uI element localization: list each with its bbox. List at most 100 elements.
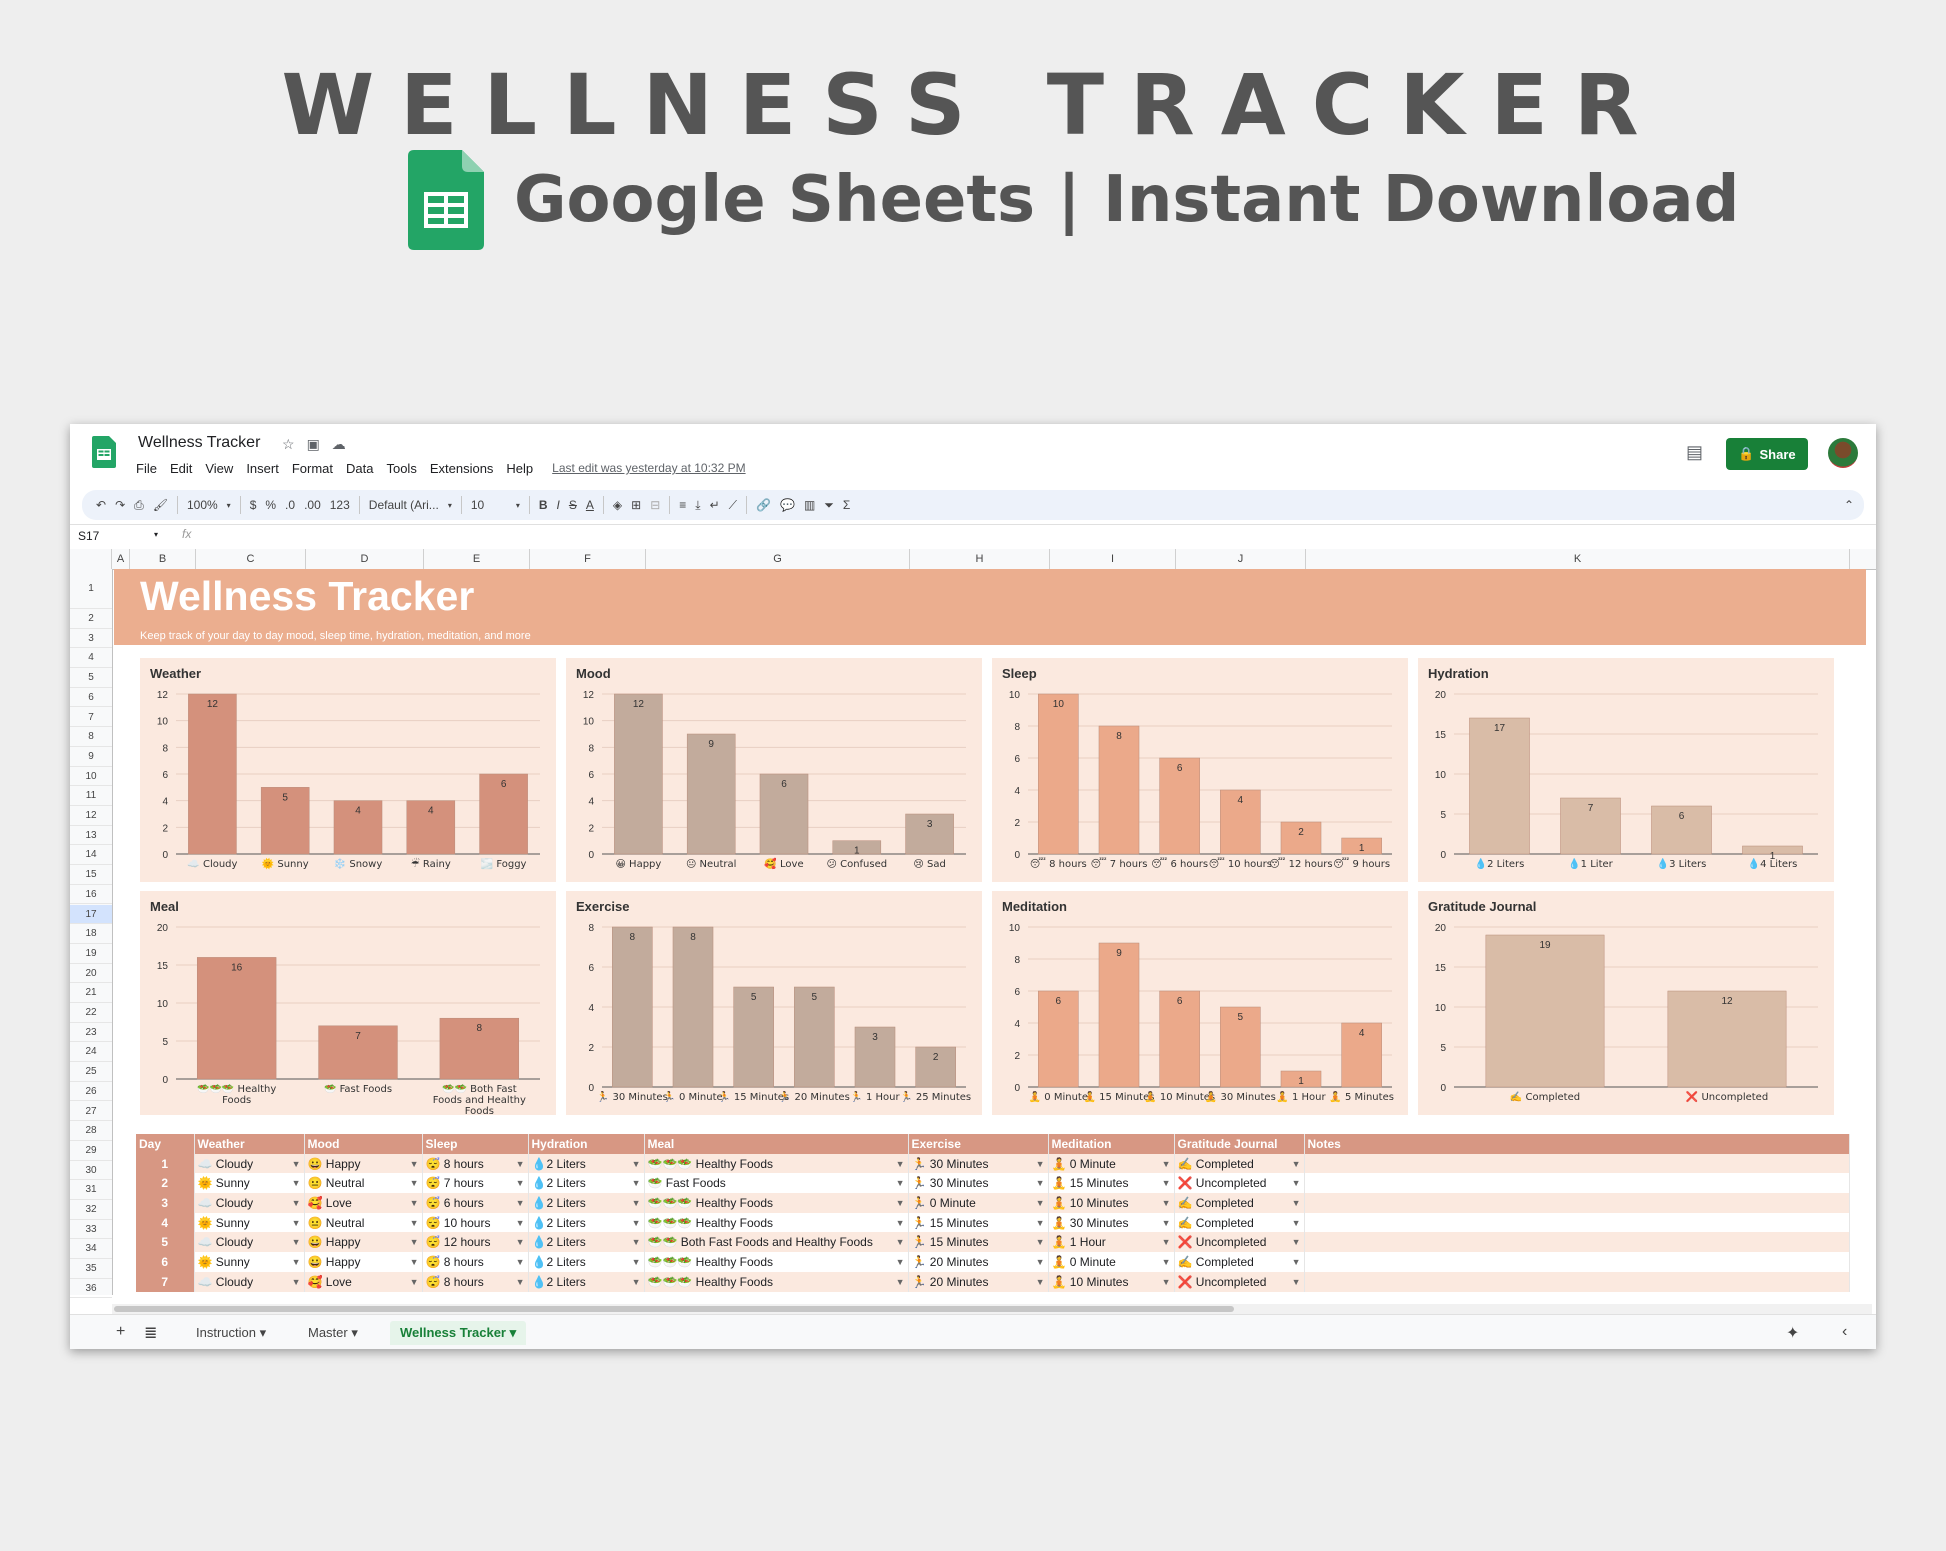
dropdown-cell[interactable]: 💧2 Liters ▼	[528, 1252, 645, 1272]
star-icon[interactable]: ☆	[282, 436, 295, 452]
row-header[interactable]: 17	[70, 904, 112, 925]
row-header[interactable]: 30	[70, 1161, 112, 1181]
dropdown-cell[interactable]: 🌞 Sunny ▼	[194, 1173, 305, 1194]
dropdown-cell[interactable]: 🧘 10 Minutes ▼	[1048, 1193, 1175, 1213]
row-header[interactable]: 22	[70, 1003, 112, 1023]
notes-cell[interactable]	[1304, 1212, 1850, 1233]
text-color-icon[interactable]: A	[585, 498, 594, 512]
chart-weather[interactable]: Weather 0 2 4 6 8 10 12 12 ☁️ Cloudy 5 🌞 Sunny 4 ❄️ S…	[140, 658, 556, 882]
horizontal-align-icon[interactable]: ≡	[679, 498, 687, 512]
dropdown-arrow-icon[interactable]: ▼	[409, 1158, 419, 1169]
row-header[interactable]: 29	[70, 1141, 112, 1161]
dropdown-arrow-icon[interactable]: ▼	[1035, 1158, 1045, 1169]
dropdown-cell[interactable]: 🧘 0 Minute ▼	[1048, 1153, 1175, 1174]
dropdown-cell[interactable]: 💧2 Liters ▼	[528, 1173, 645, 1194]
column-header[interactable]: B	[130, 549, 196, 569]
dropdown-cell[interactable]: 😴 8 hours ▼	[422, 1271, 529, 1292]
dropdown-cell[interactable]: 💧2 Liters ▼	[528, 1193, 645, 1213]
fill-color-icon[interactable]: ◈	[612, 498, 623, 512]
dropdown-cell[interactable]: ❌ Uncompleted ▼	[1174, 1232, 1305, 1253]
dropdown-arrow-icon[interactable]: ▼	[1291, 1256, 1301, 1267]
row-header[interactable]: 12	[70, 806, 112, 826]
italic-icon[interactable]: I	[556, 498, 560, 512]
dropdown-cell[interactable]: 😴 10 hours ▼	[422, 1212, 529, 1233]
menu-file[interactable]: File	[136, 461, 157, 476]
row-header[interactable]: 4	[70, 648, 112, 669]
dropdown-arrow-icon[interactable]: ▼	[515, 1178, 525, 1189]
row-header[interactable]: 35	[70, 1259, 112, 1279]
font-select[interactable]: Default (Ari...	[368, 498, 439, 512]
dropdown-arrow-icon[interactable]: ▼	[515, 1237, 525, 1248]
dropdown-arrow-icon[interactable]: ▼	[895, 1217, 905, 1228]
day-cell[interactable]: 3	[136, 1193, 195, 1213]
notes-cell[interactable]	[1304, 1193, 1850, 1213]
day-cell[interactable]: 6	[136, 1252, 195, 1272]
notes-cell[interactable]	[1304, 1153, 1850, 1174]
row-header[interactable]: 33	[70, 1220, 112, 1240]
row-header[interactable]: 28	[70, 1121, 112, 1141]
row-header[interactable]: 23	[70, 1023, 112, 1043]
row-header[interactable]: 21	[70, 983, 112, 1003]
dropdown-arrow-icon[interactable]: ▼	[1035, 1237, 1045, 1248]
cloud-status-icon[interactable]: ☁	[331, 436, 346, 452]
chart-hydration[interactable]: Hydration 0 5 10 15 20 17 💧2 Liters 7 💧1 Liter 6 💧3…	[1418, 658, 1834, 882]
zoom-select[interactable]: 100%	[186, 498, 218, 512]
chevron-down-icon[interactable]: ▾	[154, 530, 159, 539]
dropdown-cell[interactable]: 😴 7 hours ▼	[422, 1173, 529, 1194]
dropdown-arrow-icon[interactable]: ▼	[1161, 1178, 1171, 1189]
dropdown-cell[interactable]: 💧2 Liters ▼	[528, 1153, 645, 1174]
strikethrough-icon[interactable]: S	[568, 498, 577, 512]
dropdown-arrow-icon[interactable]: ▼	[291, 1217, 301, 1228]
dropdown-arrow-icon[interactable]: ▼	[895, 1256, 905, 1267]
dropdown-arrow-icon[interactable]: ▼	[1291, 1178, 1301, 1189]
row-header[interactable]: 5	[70, 668, 112, 688]
text-wrap-icon[interactable]: ↵	[709, 498, 720, 512]
dropdown-arrow-icon[interactable]: ▼	[291, 1256, 301, 1267]
row-header[interactable]: 32	[70, 1200, 112, 1220]
dropdown-cell[interactable]: 🏃 15 Minutes ▼	[908, 1232, 1049, 1253]
dropdown-arrow-icon[interactable]: ▼	[631, 1178, 641, 1189]
bold-icon[interactable]: B	[538, 498, 548, 512]
name-box[interactable]: S17	[78, 529, 100, 543]
row-header[interactable]: 31	[70, 1180, 112, 1200]
dropdown-arrow-icon[interactable]: ▼	[409, 1237, 419, 1248]
dropdown-arrow-icon[interactable]: ▼	[1161, 1217, 1171, 1228]
dropdown-cell[interactable]: 🏃 20 Minutes ▼	[908, 1271, 1049, 1292]
dropdown-cell[interactable]: ✍️ Completed ▼	[1174, 1252, 1305, 1272]
tab-wellness-tracker[interactable]: Wellness Tracker ▾	[390, 1321, 527, 1345]
row-header[interactable]: 2	[70, 609, 112, 629]
filter-icon[interactable]: ⏷	[824, 497, 834, 512]
row-header[interactable]: 25	[70, 1062, 112, 1082]
dropdown-cell[interactable]: ☁️ Cloudy ▼	[194, 1153, 305, 1174]
notes-cell[interactable]	[1304, 1173, 1850, 1194]
collapse-toolbar-icon[interactable]: ⌃	[1843, 498, 1854, 512]
day-cell[interactable]: 1	[136, 1153, 195, 1174]
menu-tools[interactable]: Tools	[386, 461, 417, 476]
dropdown-arrow-icon[interactable]: ▼	[409, 1217, 419, 1228]
font-size-select[interactable]: 10	[470, 498, 485, 512]
dropdown-cell[interactable]: 😴 8 hours ▼	[422, 1153, 529, 1174]
chart-sleep[interactable]: Sleep 0 2 4 6 8 10 10 😴 8 hours 8 😴 7 hours 6 😴 6 ho…	[992, 658, 1408, 882]
dropdown-arrow-icon[interactable]: ▼	[291, 1158, 301, 1169]
select-all-corner[interactable]	[70, 549, 112, 569]
dropdown-cell[interactable]: ☁️ Cloudy ▼	[194, 1271, 305, 1292]
last-edit-link[interactable]: Last edit was yesterday at 10:32 PM	[552, 461, 746, 475]
dropdown-arrow-icon[interactable]: ▼	[631, 1256, 641, 1267]
avatar[interactable]	[1828, 438, 1858, 468]
dropdown-cell[interactable]: 🏃 20 Minutes ▼	[908, 1252, 1049, 1272]
chevron-down-icon[interactable]: ▾	[226, 500, 231, 510]
comment-icon[interactable]: ▤	[1686, 442, 1704, 462]
column-header[interactable]: J	[1176, 549, 1306, 569]
menu-data[interactable]: Data	[346, 461, 374, 476]
day-cell[interactable]: 5	[136, 1232, 195, 1253]
dropdown-arrow-icon[interactable]: ▼	[631, 1237, 641, 1248]
dropdown-cell[interactable]: 🧘 10 Minutes ▼	[1048, 1271, 1175, 1292]
explore-icon[interactable]: ✦	[1786, 1325, 1800, 1342]
dropdown-arrow-icon[interactable]: ▼	[409, 1197, 419, 1208]
increase-decimal-button[interactable]: .00	[304, 498, 321, 512]
dropdown-arrow-icon[interactable]: ▼	[895, 1276, 905, 1287]
dropdown-arrow-icon[interactable]: ▼	[631, 1197, 641, 1208]
tab-master[interactable]: Master ▾	[308, 1325, 358, 1340]
paint-format-icon[interactable]: 🖌	[152, 498, 168, 512]
dropdown-cell[interactable]: 🧘 0 Minute ▼	[1048, 1252, 1175, 1272]
